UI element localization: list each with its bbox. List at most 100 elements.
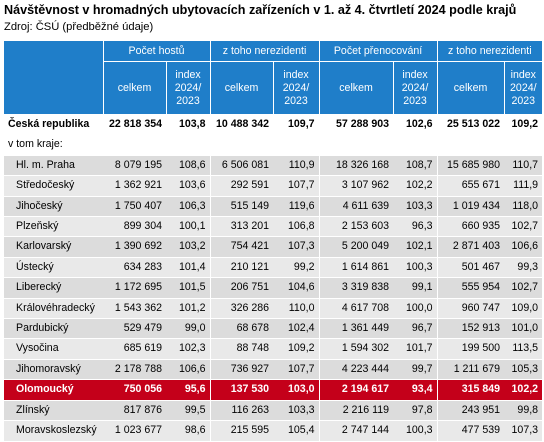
table-row: Zlínský 817 876 99,5 116 263 103,3 2 216 119 9… xyxy=(4,400,543,422)
cell: 1 614 861 xyxy=(318,257,394,279)
cell: 106,8 xyxy=(273,216,320,238)
cell: 118,0 xyxy=(504,196,543,218)
cell: 101,2 xyxy=(166,298,211,320)
cell: 210 121 xyxy=(209,257,274,279)
cell: 106,3 xyxy=(166,196,211,218)
table-row: Královéhradecký 1 543 362 101,2 326 286 110,… xyxy=(4,298,543,320)
cell: 96,7 xyxy=(393,318,438,340)
cell: 315 849 xyxy=(436,379,505,401)
cell: 105,4 xyxy=(273,420,320,442)
cell: 100,3 xyxy=(393,257,438,279)
cell: 57 288 903 xyxy=(318,113,394,136)
cell: 22 818 354 xyxy=(103,113,166,136)
cell: 99,8 xyxy=(504,400,543,422)
cell: 109,7 xyxy=(273,113,320,136)
cell: 101,0 xyxy=(504,318,543,340)
cell: 107,3 xyxy=(504,420,543,442)
cell: 1 019 434 xyxy=(436,196,505,218)
header-index: index 2024/ 2023 xyxy=(392,61,438,115)
cell: 101,4 xyxy=(166,257,211,279)
header-group: Počet hostů xyxy=(102,41,211,62)
cell: 292 591 xyxy=(209,175,274,197)
cell: 529 479 xyxy=(103,318,166,340)
header-row-sub: celkem index 2024/ 2023 celkem index 202… xyxy=(4,61,543,115)
header-index: index 2024/ 2023 xyxy=(503,61,543,115)
table-row: Liberecký 1 172 695 101,5 206 751 104,6 3 319… xyxy=(4,277,543,299)
cell: 137 530 xyxy=(209,379,274,401)
header-row-groups: Počet hostů z toho nerezidenti Počet pře… xyxy=(4,41,543,115)
cell: 116 263 xyxy=(209,400,274,422)
cell: 152 913 xyxy=(436,318,505,340)
cell: 100,0 xyxy=(393,298,438,320)
cell: 501 467 xyxy=(436,257,505,279)
cell: 215 595 xyxy=(209,420,274,442)
cell: 102,1 xyxy=(393,236,438,258)
cell: 99,2 xyxy=(273,257,320,279)
cell: 99,7 xyxy=(393,359,438,381)
data-table: Počet hostů z toho nerezidenti Počet pře… xyxy=(4,41,543,442)
cell: 68 678 xyxy=(209,318,274,340)
cell: 817 876 xyxy=(103,400,166,422)
row-label: Olomoucký xyxy=(4,379,103,401)
cell: 1 594 302 xyxy=(318,338,394,360)
cell: 750 056 xyxy=(103,379,166,401)
row-label: Moravskoslezský xyxy=(4,420,103,442)
row-label: Hl. m. Praha xyxy=(4,155,103,177)
cell: 2 153 603 xyxy=(318,216,394,238)
cell: 736 927 xyxy=(209,359,274,381)
row-label: Královéhradecký xyxy=(4,298,103,320)
cell: 199 500 xyxy=(436,338,505,360)
cell: 4 611 639 xyxy=(318,196,394,218)
cell: 103,8 xyxy=(166,113,211,136)
cell: 110,9 xyxy=(273,155,320,177)
cell: 102,7 xyxy=(504,216,543,238)
table-row: Jihočeský 1 750 407 106,3 515 149 119,6 4 611… xyxy=(4,196,543,218)
cell: 103,2 xyxy=(166,236,211,258)
cell: 1 543 362 xyxy=(103,298,166,320)
cell: 1 023 677 xyxy=(103,420,166,442)
cell: 102,4 xyxy=(273,318,320,340)
cell: 243 951 xyxy=(436,400,505,422)
cell: 113,5 xyxy=(504,338,543,360)
table-row: Moravskoslezský 1 023 677 98,6 215 595 105,4… xyxy=(4,420,543,442)
row-label: Česká republika xyxy=(4,113,103,136)
cell: 101,5 xyxy=(166,277,211,299)
cell: 15 685 980 xyxy=(436,155,505,177)
cell: 634 283 xyxy=(103,257,166,279)
cell: 655 671 xyxy=(436,175,505,197)
table-row: Ústecký 634 283 101,4 210 121 99,2 1 614 861 1… xyxy=(4,257,543,279)
cell: 5 200 049 xyxy=(318,236,394,258)
cell: 104,6 xyxy=(273,277,320,299)
cell: 102,7 xyxy=(504,277,543,299)
row-label: Plzeňský xyxy=(4,216,103,238)
cell: 206 751 xyxy=(209,277,274,299)
cell: 8 079 195 xyxy=(103,155,166,177)
cell: 98,6 xyxy=(166,420,211,442)
header-celkem: celkem xyxy=(102,61,166,115)
header-group: z toho nerezidenti xyxy=(209,41,320,62)
cell: 110,0 xyxy=(273,298,320,320)
cell: 97,8 xyxy=(393,400,438,422)
header-celkem: celkem xyxy=(318,61,394,115)
cell: 108,6 xyxy=(166,155,211,177)
cell: 99,1 xyxy=(393,277,438,299)
row-label: Zlínský xyxy=(4,400,103,422)
cell: 99,5 xyxy=(166,400,211,422)
table-row: Olomoucký 750 056 95,6 137 530 103,0 2 194 61… xyxy=(4,379,543,401)
cell: 95,6 xyxy=(166,379,211,401)
table-body: Česká republika 22 818 354 103,8 10 488 … xyxy=(4,113,543,442)
cell: 6 506 081 xyxy=(209,155,274,177)
cell: 1 750 407 xyxy=(103,196,166,218)
cell: 102,3 xyxy=(166,338,211,360)
cell: 1 362 921 xyxy=(103,175,166,197)
table-row-country: Česká republika 22 818 354 103,8 10 488 … xyxy=(4,113,543,136)
cell: 2 216 119 xyxy=(318,400,394,422)
cell: 119,6 xyxy=(273,196,320,218)
cell: 660 935 xyxy=(436,216,505,238)
header-index: index 2024/ 2023 xyxy=(272,61,320,115)
cell: 102,6 xyxy=(393,113,438,136)
cell: 105,3 xyxy=(504,359,543,381)
cell: 313 201 xyxy=(209,216,274,238)
cell: 103,0 xyxy=(273,379,320,401)
cell: 111,9 xyxy=(504,175,543,197)
